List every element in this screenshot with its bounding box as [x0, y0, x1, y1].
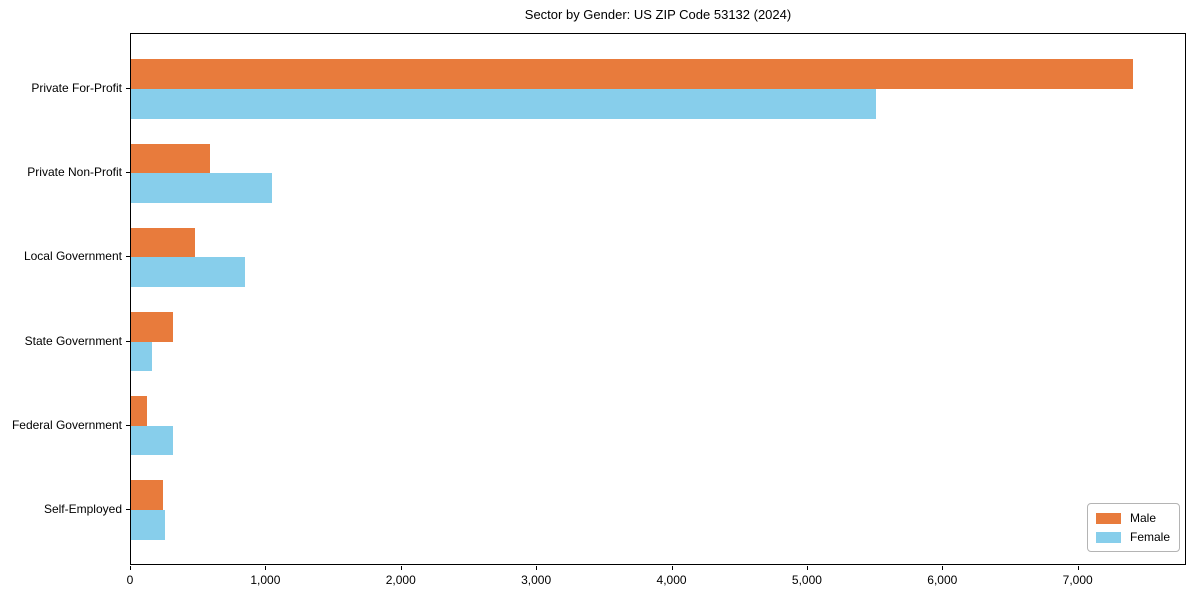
legend-label: Male — [1129, 511, 1156, 525]
legend-swatch-male — [1095, 512, 1121, 524]
y-tick-mark — [126, 256, 130, 258]
y-tick-label: Self-Employed — [43, 502, 122, 516]
bar-male — [131, 396, 147, 426]
y-tick-label: Local Government — [23, 249, 122, 264]
x-tick-mark — [1077, 566, 1079, 570]
bar-male — [131, 227, 195, 258]
x-tick-label: 0 — [126, 573, 134, 587]
y-tick-mark — [126, 340, 130, 342]
legend-swatch-female — [1095, 531, 1121, 543]
x-tick-label: 6,000 — [927, 573, 958, 587]
legend-row: Male — [1095, 511, 1170, 525]
bar-female — [131, 341, 152, 372]
x-tick-mark — [942, 566, 944, 570]
x-tick-mark — [671, 566, 673, 570]
plot-area — [130, 33, 1186, 565]
bar-male — [131, 312, 173, 342]
x-tick-mark — [806, 566, 808, 570]
bar-female — [131, 510, 165, 540]
bar-female — [131, 425, 173, 456]
x-tick-label: 3,000 — [521, 573, 552, 587]
x-tick-mark — [130, 566, 131, 570]
bar-female — [131, 257, 245, 287]
bar-male — [131, 143, 210, 174]
x-tick-label: 7,000 — [1062, 573, 1093, 587]
x-tick-label: 1,000 — [250, 573, 281, 587]
x-tick-mark — [536, 566, 538, 570]
x-tick-label: 2,000 — [385, 573, 416, 587]
y-tick-mark — [126, 88, 130, 89]
bar-male — [131, 480, 163, 510]
y-tick-label: Private For-Profit — [31, 81, 122, 95]
bar-female — [131, 173, 272, 203]
y-tick-label: Federal Government — [11, 417, 122, 432]
y-tick-mark — [126, 509, 130, 510]
bar-female — [131, 89, 876, 119]
chart-title: Sector by Gender: US ZIP Code 53132 (202… — [524, 7, 792, 22]
legend-row: Female — [1095, 530, 1170, 544]
x-tick-mark — [400, 566, 402, 570]
y-tick-label: State Government — [24, 333, 122, 348]
y-tick-mark — [126, 172, 130, 174]
legend: Male Female — [1086, 503, 1180, 552]
y-tick-mark — [126, 424, 130, 426]
x-tick-label: 4,000 — [656, 573, 687, 587]
x-tick-label: 5,000 — [791, 573, 822, 587]
legend-label: Female — [1129, 530, 1170, 544]
y-tick-label: Private Non-Profit — [27, 165, 122, 180]
x-tick-mark — [265, 566, 267, 570]
bar-male — [131, 59, 1133, 89]
